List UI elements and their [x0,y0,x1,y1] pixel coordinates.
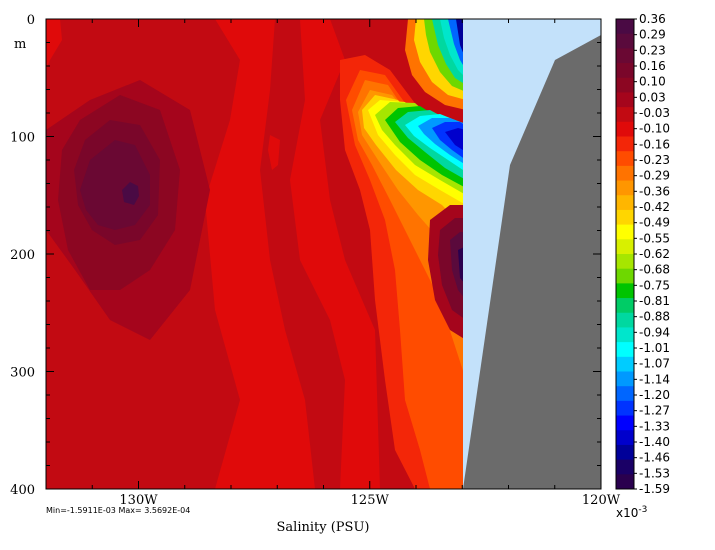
y-tick-label: 200 [10,248,35,263]
colorbar-swatch [616,92,634,108]
colorbar-swatch [616,459,634,475]
colorbar-swatch [616,327,634,343]
colorbar-label: -0.55 [639,231,670,245]
contour-small-red-left [46,19,62,70]
colorbar-swatch [616,209,634,226]
contour-small-spot [268,135,280,170]
colorbar-swatch [616,63,634,79]
colorbar-label: -1.27 [639,404,670,418]
x-tick-label: 125W [351,493,390,508]
colorbar-label: -1.33 [639,419,670,433]
colorbar-label: -1.53 [639,466,670,480]
colorbar-swatch [616,430,634,446]
colorbar-label: -1.40 [639,435,670,449]
contour-blue-core [445,128,466,152]
colorbar-swatch [616,48,634,64]
colorbar-swatch [616,180,634,196]
colorbar-label: -1.14 [639,372,670,386]
x-tick-label: 120W [582,493,621,508]
colorbar-swatch [616,371,634,387]
colorbar-swatch [616,19,634,35]
colorbar-label: 0.16 [639,59,666,73]
contour-blob-core [80,140,150,230]
y-tick-label: 300 [10,366,35,381]
colorbar-swatch [616,356,634,372]
colorbar-swatch [616,33,634,49]
colorbar-swatch [616,415,634,431]
colorbar-swatch [616,298,634,314]
colorbar-swatch [616,77,634,93]
colorbar-label: -1.46 [639,451,670,465]
colorbar-swatch [616,312,634,328]
colorbar-label: 0.29 [639,28,666,42]
colorbar-swatch [616,195,634,211]
colorbar-label: -0.62 [639,247,670,261]
colorbar-swatch [616,444,634,461]
colorbar-swatch [616,151,634,167]
y-axis-unit-label: m [14,37,26,52]
x-axis-label: Salinity (PSU) [277,520,370,535]
colorbar-label: -1.01 [639,341,670,355]
colorbar-exponent: x10-3 [616,505,647,520]
land-mask [463,35,601,489]
colorbar-swatch [616,136,634,152]
y-tick-label: 100 [10,131,35,146]
colorbar-label: 0.23 [639,43,666,57]
colorbar-swatch [616,107,634,123]
colorbar-swatch [616,224,634,240]
colorbar-label: -0.81 [639,294,670,308]
y-tick-label: 0 [27,13,35,28]
colorbar-label: -0.03 [639,106,670,120]
colorbar-label: -0.29 [639,169,670,183]
colorbar: 0.36 0.290.23 0.16 0.100.03 -0.03 -0.10-0.16 -… [615,12,670,496]
colorbar-label: -0.88 [639,310,670,324]
colorbar-label: -0.49 [639,216,670,230]
contour-blob-center [122,182,139,205]
colorbar-label: -1.20 [639,388,670,402]
contour-field [46,19,601,489]
colorbar-label: -0.68 [639,263,670,277]
colorbar-label: -0.23 [639,153,670,167]
colorbar-label: -1.59 [639,482,670,496]
colorbar-label: 0.36 [639,12,666,26]
colorbar-swatch [616,474,634,490]
axes: 130W 125W 120W 0 100 200 300 400 [10,13,621,508]
colorbar-exponent-base: x10-3 [616,505,647,520]
y-tick-label: 400 [10,483,35,498]
colorbar-label: 0.10 [639,75,666,89]
colorbar-swatch [616,239,634,255]
colorbar-label: -0.42 [639,200,670,214]
colorbar-swatch [616,386,634,402]
colorbar-label: -0.10 [639,122,670,136]
colorbar-swatch [616,121,634,137]
colorbar-label: -0.16 [639,137,670,151]
colorbar-swatch [616,400,634,417]
colorbar-label: -1.07 [639,357,670,371]
colorbar-label: -0.36 [639,184,670,198]
colorbar-swatch [616,268,634,284]
colorbar-swatch [616,342,634,358]
colorbar-swatch [616,283,634,299]
x-tick-label: 130W [119,493,158,508]
colorbar-swatch [616,254,634,270]
colorbar-label: -0.75 [639,278,670,292]
colorbar-label: 0.03 [639,90,666,104]
colorbar-swatch [616,165,634,182]
colorbar-label: -0.94 [639,325,670,339]
contour-band-red-stripe [260,19,345,489]
min-max-stats: Min=-1.5911E-03 Max= 3.5692E-04 [46,506,190,515]
